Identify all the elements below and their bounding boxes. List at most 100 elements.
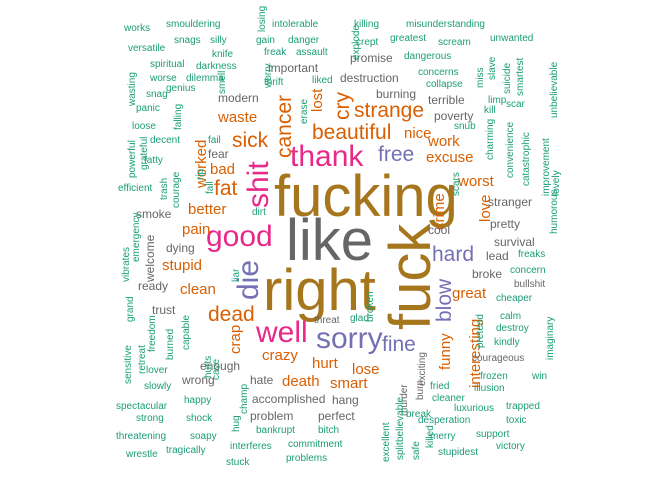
word-free: free <box>378 143 415 166</box>
word-luxurious: luxurious <box>454 403 495 414</box>
word-split: split <box>395 442 406 460</box>
word-greatest: greatest <box>390 33 427 44</box>
word-convenience: convenience <box>505 121 516 178</box>
word-liked: liked <box>312 75 333 86</box>
word-worst: worst <box>458 173 494 190</box>
word-clean: clean <box>180 281 216 298</box>
word-shock: shock <box>186 413 213 424</box>
word-slowly: slowly <box>144 381 172 392</box>
word-smoke: smoke <box>136 207 172 221</box>
word-smart: smart <box>330 375 368 392</box>
word-miss: miss <box>475 67 486 88</box>
word-safe: safe <box>411 441 422 460</box>
word-win: win <box>532 371 548 382</box>
word-toxic: toxic <box>506 415 527 426</box>
word-unbelievable: unbelievable <box>549 61 560 118</box>
word-funny: funny <box>437 333 454 370</box>
word-break: break <box>406 409 432 420</box>
word-decent: decent <box>150 135 181 146</box>
word-smartest: smartest <box>515 57 526 96</box>
word-right: right <box>263 258 376 323</box>
word-cry: cry <box>331 92 354 120</box>
word-dilemma: dilemma <box>186 73 224 84</box>
word-soapy: soapy <box>190 431 217 442</box>
word-gain: gain <box>256 35 275 46</box>
word-ready: ready <box>138 279 169 293</box>
word-perfect: perfect <box>318 409 355 423</box>
word-trapped: trapped <box>506 401 540 412</box>
word-tragically: tragically <box>166 445 206 456</box>
word-snag: snag <box>146 89 168 100</box>
word-silly: silly <box>210 35 227 46</box>
word-danger: danger <box>288 35 320 46</box>
word-crap: crap <box>227 324 244 354</box>
word-poverty: poverty <box>434 109 474 123</box>
word-loose: loose <box>132 121 156 132</box>
word-liar: liar <box>231 268 242 282</box>
word-great: great <box>452 285 487 302</box>
word-fuck: fuck <box>378 223 443 330</box>
word-merry: merry <box>430 431 456 442</box>
word-capable: capable <box>181 314 192 350</box>
word-burning: burning <box>376 87 417 101</box>
word-strong: strong <box>136 413 164 424</box>
word-suicide: suicide <box>502 62 513 94</box>
word-lost: lost <box>309 88 326 112</box>
word-fear: fear <box>208 147 229 161</box>
word-dying: dying <box>166 241 195 255</box>
word-threat: threat <box>314 315 340 326</box>
word-thrift: thrift <box>264 77 284 88</box>
word-wrestle: wrestle <box>126 449 158 460</box>
word-snags: snags <box>174 35 201 46</box>
word-beautiful: beautiful <box>312 121 392 144</box>
word-dangerous: dangerous <box>404 51 452 62</box>
word-nice: nice <box>404 125 432 142</box>
word-fucking: fucking <box>274 164 458 229</box>
word-scream: scream <box>438 37 471 48</box>
word-hurt: hurt <box>312 355 338 372</box>
word-freaks: freaks <box>518 249 546 260</box>
word-fine: fine <box>382 333 416 356</box>
word-destroy: destroy <box>496 323 529 334</box>
word-support: support <box>476 429 510 440</box>
word-wrong: wrong <box>182 373 215 387</box>
word-death: death <box>282 373 320 390</box>
word-genius: genius <box>166 83 196 94</box>
word-versatile: versatile <box>128 43 166 54</box>
word-champ: champ <box>239 383 250 414</box>
word-hate: hate <box>250 373 274 387</box>
word-problem: problem <box>250 409 294 423</box>
word-pretty: pretty <box>490 217 521 231</box>
word-like: like <box>286 208 374 273</box>
word-frozen: frozen <box>480 371 508 382</box>
word-kill: kill <box>484 105 496 116</box>
word-humorous: humorous <box>549 189 560 234</box>
word-imaginary: imaginary <box>545 316 556 360</box>
word-promise: promise <box>350 51 393 65</box>
word-trust: trust <box>152 303 176 317</box>
word-cool: cool <box>428 223 451 237</box>
word-happy: happy <box>184 395 212 406</box>
word-shit: shit <box>242 161 275 208</box>
word-excellent: excellent <box>381 422 392 462</box>
word-spectacular: spectacular <box>116 401 168 412</box>
word-enough: enough <box>200 359 241 373</box>
word-courageous: courageous <box>472 353 525 364</box>
word-good: good <box>206 220 273 253</box>
word-knife: knife <box>212 49 234 60</box>
word-unwanted: unwanted <box>490 33 534 44</box>
word-darkness: darkness <box>196 61 237 72</box>
word-bullshit: bullshit <box>514 279 546 290</box>
word-falling: falling <box>173 103 184 130</box>
word-believable: believable <box>395 396 406 442</box>
word-terrible: terrible <box>428 93 465 107</box>
word-welcome: welcome <box>143 234 157 282</box>
word-fried: fried <box>430 381 450 392</box>
word-kindly: kindly <box>494 337 520 348</box>
word-desperation: desperation <box>418 415 471 426</box>
word-powerful: powerful <box>127 140 138 178</box>
word-panic: panic <box>136 103 160 114</box>
word-excuse: excuse <box>426 149 474 166</box>
word-work: work <box>428 133 460 150</box>
word-concern: concern <box>510 265 546 276</box>
